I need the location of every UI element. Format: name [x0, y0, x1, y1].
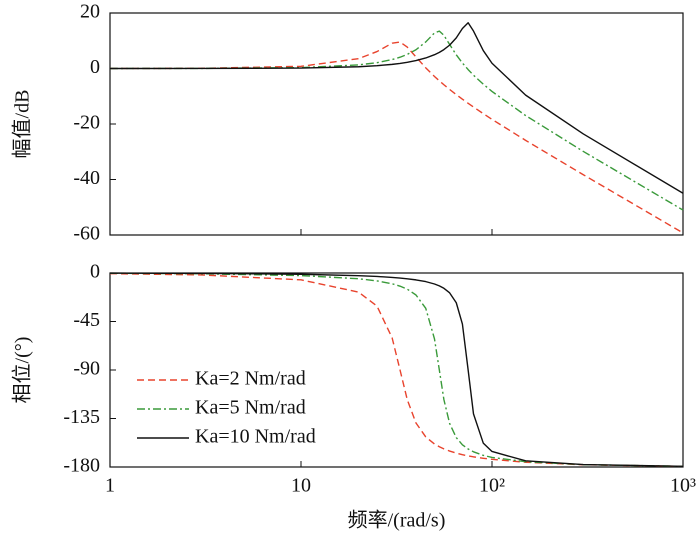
y-tick-label: -135 [63, 406, 100, 428]
y-axis-label: 幅值/dB [11, 90, 34, 159]
legend-label: Ka=2 Nm/rad [195, 368, 306, 390]
series-line [109, 41, 684, 234]
legend-label: Ka=5 Nm/rad [195, 397, 306, 419]
series-line [109, 30, 684, 211]
series-line [109, 272, 684, 468]
y-tick-label: -20 [73, 112, 100, 134]
y-tick-label: -180 [63, 455, 100, 477]
series-line [109, 272, 684, 468]
plot-frame [109, 12, 684, 236]
y-tick-label: -90 [73, 358, 100, 380]
x-axis-label: 频率/(rad/s) [348, 509, 446, 532]
y-axis-label: 相位/(°) [11, 337, 34, 404]
series-line [109, 272, 684, 467]
y-tick-label: 20 [80, 1, 100, 23]
y-tick-label: 0 [90, 56, 100, 78]
x-tick-label: 10 [291, 475, 311, 497]
series-line [109, 22, 684, 194]
legend-label: Ka=10 Nm/rad [195, 426, 316, 448]
x-tick-label: 10³ [670, 475, 696, 497]
y-tick-label: -60 [73, 223, 100, 245]
y-tick-label: 0 [90, 261, 100, 283]
y-tick-label: -45 [73, 309, 100, 331]
x-tick-label: 1 [105, 475, 115, 497]
x-tick-label: 10² [479, 475, 505, 497]
y-tick-label: -40 [73, 167, 100, 189]
